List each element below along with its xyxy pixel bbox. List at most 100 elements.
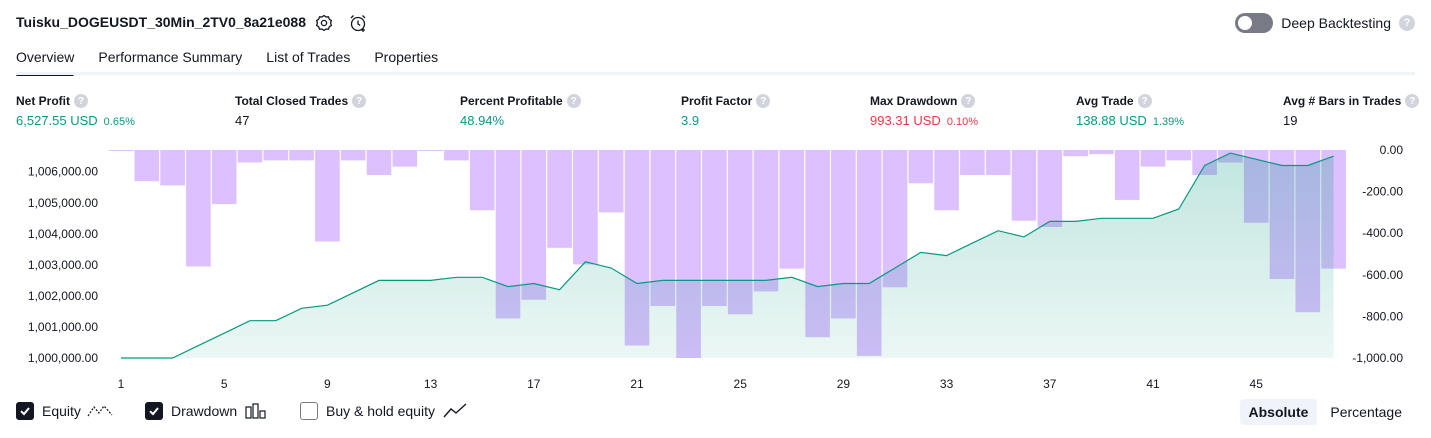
tab-properties[interactable]: Properties [374, 49, 439, 65]
drawdown-checkbox[interactable] [145, 402, 163, 420]
info-icon[interactable]: ? [961, 94, 976, 108]
right-axis-tick: -200.00 [1362, 185, 1403, 199]
legend-equity[interactable]: Equity [16, 402, 113, 420]
metric-net-profit: Net Profit? 6,527.55 USD 0.65% [16, 93, 135, 129]
drawdown-bar[interactable] [237, 150, 263, 163]
drawdown-bar[interactable] [1011, 150, 1037, 221]
info-icon[interactable]: ? [566, 94, 581, 108]
drawdown-bar[interactable] [160, 150, 185, 186]
tab-overview[interactable]: Overview [16, 46, 86, 76]
drawdown-bar[interactable] [186, 150, 211, 267]
drawdown-bar[interactable] [960, 150, 985, 175]
metric-value: 47 [235, 113, 250, 128]
drawdown-bar[interactable] [1114, 150, 1140, 200]
drawdown-bar[interactable] [444, 150, 469, 161]
legend-drawdown[interactable]: Drawdown [145, 402, 267, 420]
deep-backtesting-toggle[interactable] [1235, 13, 1274, 33]
drawdown-bar[interactable] [598, 150, 624, 213]
metric-label: Max Drawdown [870, 94, 958, 108]
info-icon[interactable]: ? [352, 94, 367, 108]
drawdown-bar[interactable] [340, 150, 366, 161]
equity-line [121, 152, 1334, 359]
metric-percent-profitable: Percent Profitable? 48.94% [460, 93, 581, 129]
help-icon[interactable]: ? [1399, 15, 1415, 31]
drawdown-bar[interactable] [211, 150, 237, 205]
x-axis-tick: 13 [424, 377, 438, 391]
metric-label: Total Closed Trades [235, 94, 349, 108]
tab-bar: Overview Performance Summary List of Tra… [16, 46, 462, 76]
drawdown-bar[interactable] [469, 150, 495, 211]
info-icon[interactable]: ? [756, 94, 771, 108]
metric-value: 6,527.55 USD [16, 113, 98, 128]
drawdown-bar[interactable] [1166, 150, 1192, 161]
left-axis-tick: 1,006,000.00 [28, 165, 98, 179]
value-mode-switch: Absolute Percentage [1239, 399, 1412, 425]
drawdown-bar[interactable] [1063, 150, 1088, 157]
x-axis-tick: 5 [221, 377, 228, 391]
drawdown-bar[interactable] [547, 150, 572, 248]
percentage-button[interactable]: Percentage [1330, 404, 1402, 420]
metric-profit-factor: Profit Factor? 3.9 [681, 93, 771, 129]
metric-percent: 0.10% [946, 116, 979, 128]
drawdown-bar[interactable] [263, 150, 289, 161]
info-icon[interactable]: ? [1137, 94, 1152, 108]
x-axis-tick: 29 [837, 377, 851, 391]
x-axis-tick: 21 [630, 377, 644, 391]
legend-buy-hold-equity[interactable]: Buy & hold equity [300, 402, 467, 420]
drawdown-bar[interactable] [134, 150, 160, 182]
tab-list-of-trades[interactable]: List of Trades [266, 49, 351, 65]
info-icon[interactable]: ? [74, 94, 88, 108]
drawdown-bar[interactable] [1140, 150, 1166, 167]
tab-divider [16, 72, 1415, 75]
x-axis-tick: 1 [118, 377, 125, 391]
drawdown-bar[interactable] [366, 150, 392, 175]
left-axis-tick: 1,003,000.00 [28, 258, 98, 272]
drawdown-bar[interactable] [934, 150, 959, 211]
settings-icon[interactable] [314, 13, 334, 33]
left-axis-tick: 1,000,000.00 [28, 351, 98, 365]
left-axis-tick: 1,004,000.00 [28, 227, 98, 241]
metric-value: 993.31 USD [870, 113, 941, 128]
x-axis-tick: 25 [734, 377, 748, 391]
drawdown-bar[interactable] [908, 150, 934, 184]
right-axis-tick: -600.00 [1362, 268, 1403, 282]
metric-label: Net Profit [16, 94, 70, 108]
metric-label: Avg Trade [1076, 94, 1134, 108]
equity-line-icon [87, 402, 113, 420]
alarm-clock-add-icon[interactable] [348, 13, 368, 33]
x-axis-tick: 9 [324, 377, 331, 391]
equity-area [121, 153, 1334, 358]
drawdown-bar[interactable] [289, 150, 314, 161]
right-axis-tick: 0.00 [1380, 143, 1404, 157]
drawdown-bar[interactable] [418, 150, 443, 151]
drawdown-bar[interactable] [1037, 150, 1063, 227]
deep-backtesting-label: Deep Backtesting [1281, 15, 1391, 31]
drawdown-bar[interactable] [573, 150, 598, 265]
absolute-button[interactable]: Absolute [1239, 399, 1318, 425]
drawdown-bar[interactable] [315, 150, 340, 242]
x-axis-tick: 41 [1146, 377, 1160, 391]
info-icon[interactable]: ? [1405, 94, 1420, 108]
drawdown-bars-icon [245, 402, 267, 420]
buy-hold-checkbox[interactable] [300, 402, 318, 420]
metric-total-closed-trades: Total Closed Trades? 47 [235, 93, 367, 129]
right-axis-tick: -800.00 [1362, 309, 1403, 323]
buy-hold-line-icon [443, 402, 467, 420]
drawdown-bar[interactable] [521, 150, 547, 300]
drawdown-bar[interactable] [108, 150, 134, 151]
left-axis-tick: 1,005,000.00 [28, 196, 98, 210]
drawdown-bar[interactable] [779, 150, 805, 269]
metric-value: 138.88 USD [1076, 113, 1147, 128]
equity-drawdown-chart[interactable]: 1,006,000.00 1,005,000.00 1,004,000.00 1,00… [0, 140, 1431, 395]
tab-performance-summary[interactable]: Performance Summary [98, 49, 243, 65]
equity-checkbox[interactable] [16, 402, 34, 420]
metric-avg-bars-in-trades: Avg # Bars in Trades? 19 [1283, 93, 1420, 129]
drawdown-bar[interactable] [753, 150, 779, 292]
deep-backtesting-control: Deep Backtesting ? [1235, 13, 1415, 33]
left-axis-tick: 1,002,000.00 [28, 289, 98, 303]
drawdown-bar[interactable] [392, 150, 418, 167]
right-axis-tick: -1,000.00 [1352, 351, 1403, 365]
metric-percent: 1.39% [1152, 116, 1185, 128]
drawdown-bar[interactable] [985, 150, 1011, 175]
drawdown-bar[interactable] [1089, 150, 1114, 155]
